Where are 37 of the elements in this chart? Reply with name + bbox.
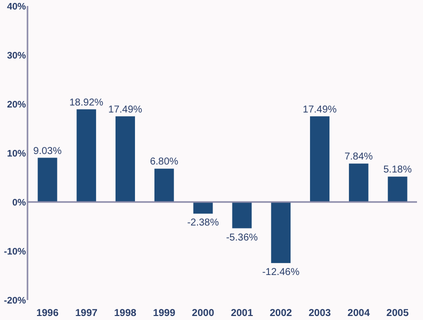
- x-tick-label: 2003: [308, 308, 332, 319]
- x-tick-label: 2002: [270, 308, 292, 319]
- bar: [116, 116, 135, 202]
- data-label: 5.18%: [383, 164, 412, 176]
- data-label: 17.49%: [302, 104, 337, 116]
- x-tick-label: 1998: [114, 308, 137, 319]
- bar: [38, 158, 58, 202]
- y-tick-label: 20%: [6, 99, 27, 110]
- bar: [310, 116, 330, 202]
- data-label: 9.03%: [33, 146, 62, 157]
- y-tick-label: -20%: [4, 295, 27, 306]
- bar: [271, 202, 291, 264]
- y-tick-label: -10%: [4, 246, 27, 258]
- data-label: -2.38%: [187, 218, 219, 229]
- x-tick-label: 1996: [36, 308, 60, 319]
- y-tick-label: 10%: [6, 148, 27, 160]
- x-tick-label: 2005: [386, 308, 410, 319]
- bar: [232, 202, 252, 228]
- y-tick-label: 30%: [6, 50, 27, 62]
- x-tick-label: 1997: [75, 308, 98, 319]
- data-label: -5.36%: [226, 232, 258, 244]
- bar: [154, 168, 174, 202]
- bar: [193, 202, 213, 214]
- bar: [348, 164, 368, 202]
- x-tick-label: 2000: [192, 308, 215, 319]
- bar: [388, 176, 408, 202]
- x-tick-label: 2001: [230, 308, 254, 319]
- bar: [76, 109, 96, 202]
- data-label: 7.84%: [344, 152, 373, 163]
- data-label: 6.80%: [150, 156, 178, 168]
- data-label: 17.49%: [108, 104, 142, 116]
- y-tick-label: 0%: [12, 197, 27, 208]
- y-tick-label: 40%: [6, 1, 27, 12]
- data-label: 18.92%: [69, 97, 104, 108]
- x-tick-label: 1999: [153, 308, 176, 319]
- x-tick-label: 2004: [348, 308, 370, 319]
- data-label: -12.46%: [262, 267, 300, 278]
